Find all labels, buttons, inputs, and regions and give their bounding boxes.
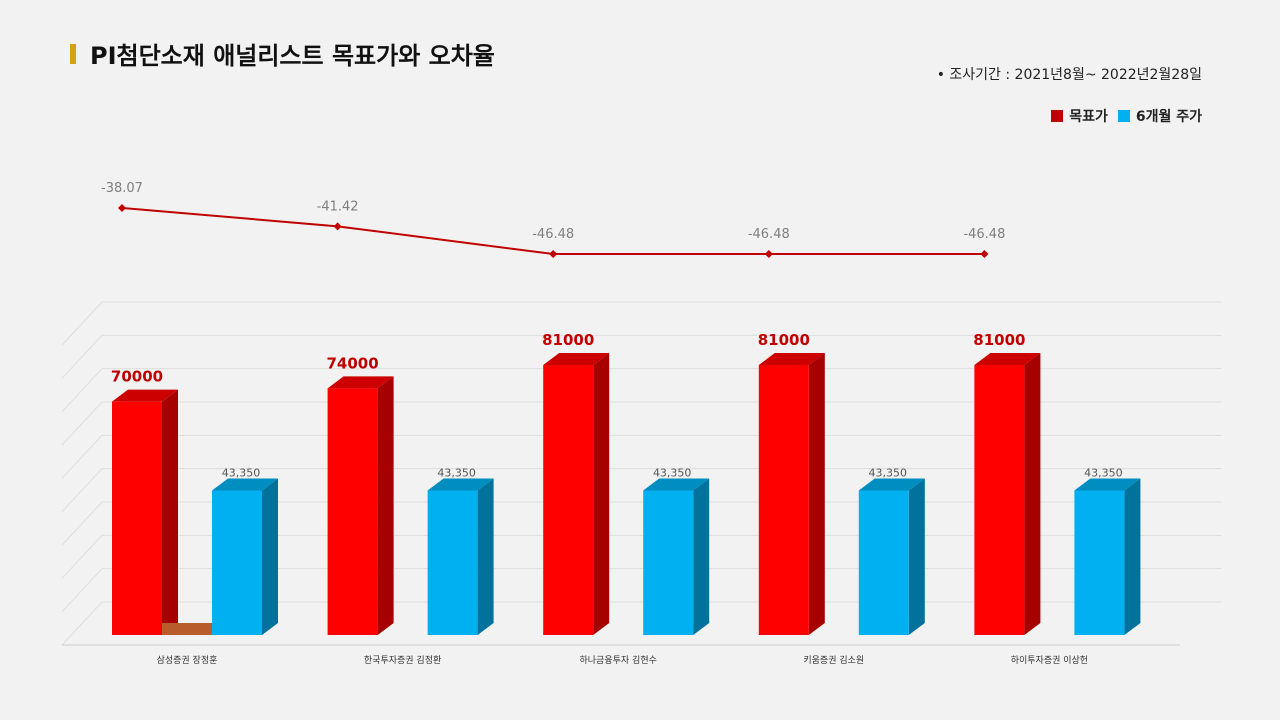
target-bar: [327, 376, 394, 635]
price-bar-front: [427, 490, 478, 635]
category-label: 하이투자증권 이상헌: [1011, 654, 1088, 666]
target-bar: [112, 389, 178, 635]
price-bar: [1074, 478, 1141, 635]
target-bar-top: [758, 353, 825, 365]
error-rate-point: [333, 222, 342, 231]
target-bar-top: [327, 376, 394, 389]
gridline-side: [61, 334, 103, 379]
floor-artifact: [162, 623, 212, 635]
category-label: 하나금융투자 김현수: [580, 654, 657, 666]
gridline-side: [61, 501, 103, 546]
price-bar-side: [693, 478, 710, 635]
gridline-side: [61, 534, 103, 579]
target-bar: [543, 353, 610, 635]
price-bar-label: 43,350: [437, 467, 476, 480]
target-bar-side: [162, 389, 178, 635]
category-label: 삼성증권 장정훈: [157, 654, 218, 666]
price-bar-label: 43,350: [653, 467, 692, 480]
price-bar-top: [643, 478, 710, 491]
gridline-side: [61, 601, 103, 646]
price-bar-front: [643, 490, 694, 635]
price-bar-front: [858, 490, 909, 635]
legend-label-price: 6개월 주가: [1135, 109, 1202, 125]
price-bar-label: 43,350: [222, 467, 261, 480]
error-rate-label: -46.48: [748, 227, 790, 242]
price-bar-front: [1074, 490, 1125, 635]
target-bar-side: [808, 353, 825, 635]
error-rate-point: [980, 250, 989, 258]
target-bar-front: [974, 365, 1025, 635]
title-accent-bar: [70, 43, 76, 64]
error-rate-point: [549, 250, 558, 258]
legend-item-target: 목표가: [1051, 106, 1108, 126]
target-bar-label: 81000: [542, 331, 594, 349]
target-bar-label: 81000: [758, 331, 810, 349]
gridline-side: [61, 301, 103, 346]
price-bar-side: [1124, 478, 1141, 635]
error-rate-point: [764, 250, 773, 258]
price-bar-front: [212, 490, 262, 635]
target-bar-top: [112, 389, 178, 402]
gridline-side: [61, 434, 103, 479]
target-bar-front: [758, 365, 809, 635]
error-rate-label: -46.48: [963, 227, 1005, 242]
category-label: 키움증권 김소원: [803, 654, 864, 666]
price-bar-label: 43,350: [1084, 467, 1123, 480]
error-rate-label: -46.48: [532, 227, 574, 242]
price-bar: [212, 478, 278, 635]
legend: 목표가 6개월 주가: [1041, 106, 1202, 126]
error-rate-label: -41.42: [317, 199, 359, 214]
price-bar-label: 43,350: [869, 467, 908, 480]
legend-label-target: 목표가: [1069, 109, 1108, 125]
error-rate-point: [118, 204, 126, 212]
target-bar-front: [543, 365, 594, 635]
price-bar: [858, 478, 925, 635]
gridline-side: [61, 401, 103, 446]
target-bar: [758, 353, 825, 635]
price-bar-side: [262, 478, 278, 635]
target-bar-side: [377, 376, 394, 635]
target-bar-label: 70000: [111, 368, 163, 386]
target-bar-top: [974, 353, 1041, 365]
price-bar-top: [427, 478, 494, 491]
legend-swatch-target: [1051, 110, 1064, 122]
price-bar-top: [858, 478, 925, 491]
price-bar-top: [1074, 478, 1141, 491]
price-bar-side: [477, 478, 494, 635]
target-bar-side: [1024, 353, 1041, 635]
price-bar-top: [212, 478, 278, 491]
target-bar-side: [593, 353, 610, 635]
target-bar-label: 74000: [327, 354, 379, 372]
target-bar: [974, 353, 1041, 635]
category-label: 한국투자증권 김정환: [364, 654, 441, 666]
survey-period: • 조사기간 : 2021년8월~ 2022년2월28일: [936, 67, 1202, 83]
gridline-side: [61, 568, 103, 613]
price-bar: [643, 478, 710, 635]
title-block: PI첨단소재 애널리스트 목표가와 오차율: [70, 36, 495, 71]
page-title: PI첨단소재 애널리스트 목표가와 오차율: [90, 42, 495, 70]
legend-item-price: 6개월 주가: [1117, 106, 1202, 126]
target-bar-front: [112, 401, 162, 635]
gridline-side: [61, 468, 103, 513]
legend-swatch-price: [1117, 110, 1130, 122]
error-rate-label: -38.07: [101, 181, 143, 196]
target-bar-label: 81000: [973, 331, 1025, 349]
price-bar-side: [908, 478, 925, 635]
target-bar-top: [543, 353, 610, 365]
price-bar: [427, 478, 494, 635]
target-bar-front: [327, 388, 378, 635]
gridline-side: [61, 368, 103, 413]
